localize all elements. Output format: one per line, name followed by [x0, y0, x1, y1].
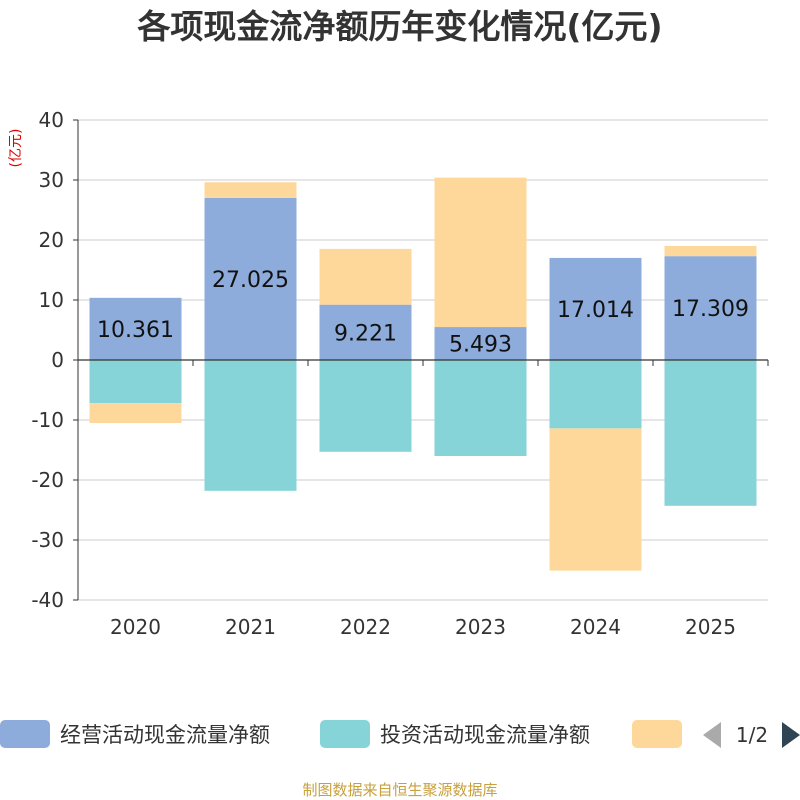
legend-swatch-operating	[0, 720, 50, 748]
legend-next-page-icon[interactable]	[782, 722, 800, 748]
bar-layer	[89, 177, 757, 571]
bar-series0-2025[interactable]	[664, 256, 757, 360]
source-note: 制图数据来自恒生聚源数据库	[302, 781, 497, 799]
bar-series0-2021[interactable]	[204, 197, 297, 360]
x-tick-label: 2023	[455, 615, 506, 639]
bar-series1-2021[interactable]	[204, 360, 297, 491]
bar-series2-2021[interactable]	[204, 182, 297, 198]
legend-swatch-investing	[320, 720, 370, 748]
data-label: 9.221	[334, 321, 397, 346]
data-label: 5.493	[449, 333, 512, 358]
bar-series1-2024[interactable]	[549, 360, 642, 429]
y-tick-label: -40	[31, 588, 64, 612]
bar-series0-2023[interactable]	[434, 327, 527, 360]
y-unit-label: (亿元)	[8, 129, 24, 168]
x-tick-label: 2022	[340, 615, 391, 639]
bar-series1-2020[interactable]	[89, 360, 182, 404]
legend-label-investing: 投资活动现金流量净额	[380, 723, 590, 747]
bar-series1-2022[interactable]	[319, 360, 412, 452]
y-tick-label: 0	[51, 348, 64, 372]
axis-layer: 40 30 20 10 0 -10 -20 -30 -40 2020 2021 2022 2023 202…	[31, 108, 769, 639]
legend-item-investing[interactable]: 投资活动现金流量净额	[320, 720, 590, 748]
chart-title: 各项现金流净额历年变化情况(亿元)	[136, 7, 662, 46]
legend-prev-page-icon[interactable]	[703, 722, 721, 748]
x-tick-label: 2020	[110, 615, 161, 639]
y-tick-label: -20	[31, 468, 64, 492]
bar-series0-2022[interactable]	[319, 304, 412, 360]
bar-series0-2020[interactable]	[89, 297, 182, 360]
bar-series0-2024[interactable]	[549, 257, 642, 360]
legend: 经营活动现金流量净额 投资活动现金流量净额 1/2	[0, 720, 800, 748]
bar-series2-2020[interactable]	[89, 403, 182, 423]
legend-page-indicator: 1/2	[736, 723, 768, 747]
data-label: 10.361	[97, 318, 174, 343]
x-tick-label: 2025	[685, 615, 736, 639]
legend-item-operating[interactable]: 经营活动现金流量净额	[0, 720, 270, 748]
bar-series1-2023[interactable]	[434, 360, 527, 456]
legend-item-financing[interactable]	[632, 720, 682, 748]
bar-series2-2023[interactable]	[434, 177, 527, 328]
bar-series1-2025[interactable]	[664, 360, 757, 506]
y-tick-label: 10	[39, 288, 64, 312]
data-label: 17.014	[557, 298, 634, 323]
bar-series2-2024[interactable]	[549, 428, 642, 571]
y-tick-label: -30	[31, 528, 64, 552]
bar-series2-2025[interactable]	[664, 245, 757, 257]
x-tick-label: 2024	[570, 615, 621, 639]
legend-label-operating: 经营活动现金流量净额	[60, 723, 270, 747]
legend-swatch-financing	[632, 720, 682, 748]
y-tick-label: 40	[39, 108, 64, 132]
y-tick-label: -10	[31, 408, 64, 432]
data-label: 17.309	[672, 297, 749, 322]
data-label: 27.025	[212, 268, 289, 293]
bar-series2-2022[interactable]	[319, 248, 412, 305]
x-tick-label: 2021	[225, 615, 276, 639]
label-layer: 10.361 27.025 9.221 5.493 17.014 17.309	[97, 268, 749, 358]
y-tick-label: 30	[39, 168, 64, 192]
y-tick-label: 20	[39, 228, 64, 252]
